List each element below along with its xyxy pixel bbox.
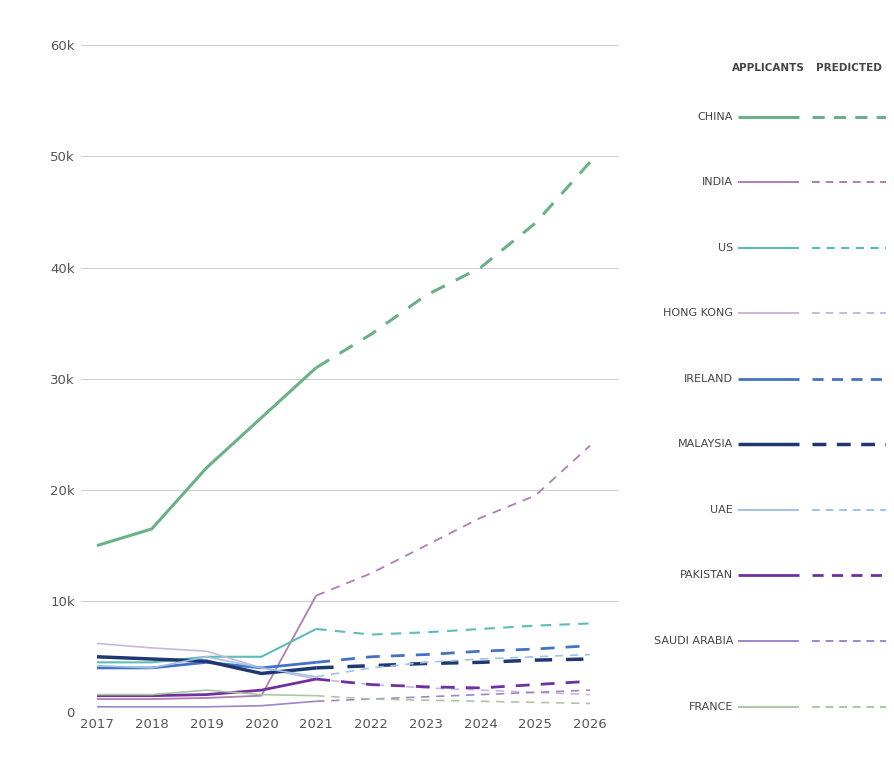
Text: CHINA: CHINA (696, 112, 732, 122)
Text: PAKISTAN: PAKISTAN (679, 571, 732, 581)
Text: INDIA: INDIA (701, 177, 732, 187)
Text: APPLICANTS: APPLICANTS (731, 63, 804, 73)
Text: SAUDI ARABIA: SAUDI ARABIA (653, 636, 732, 646)
Text: UAE: UAE (709, 505, 732, 515)
Text: IRELAND: IRELAND (683, 374, 732, 384)
Text: HONG KONG: HONG KONG (662, 309, 732, 319)
Text: PREDICTED: PREDICTED (815, 63, 881, 73)
Text: FRANCE: FRANCE (687, 702, 732, 712)
Text: MALAYSIA: MALAYSIA (677, 440, 732, 450)
Text: US: US (717, 243, 732, 253)
